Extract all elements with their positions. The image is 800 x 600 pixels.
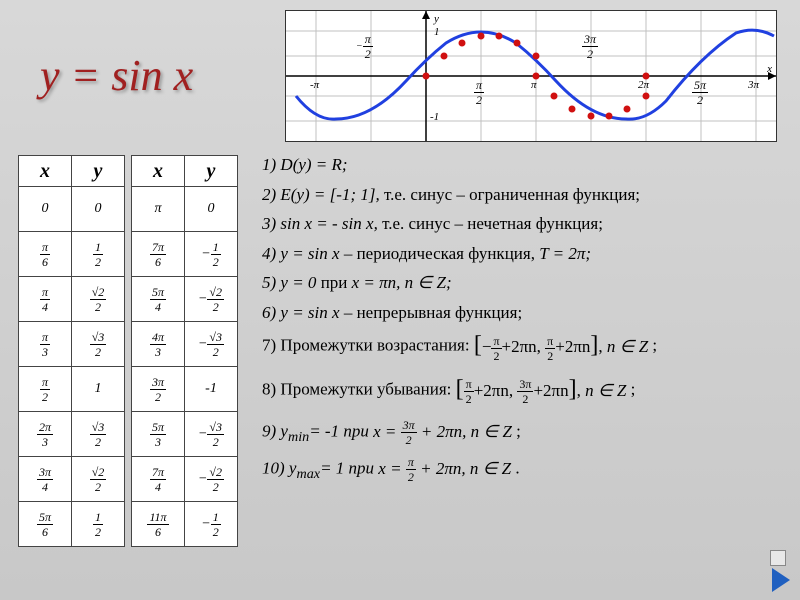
- table-cell: -1: [185, 367, 238, 412]
- prop-7: 7) Промежутки возрастания:: [262, 336, 470, 355]
- table-cell: 5π4: [132, 277, 185, 322]
- xtick-pi: π: [531, 79, 537, 91]
- prop-5a: 5) y = 0: [262, 273, 321, 292]
- xtick-negpi2: −π2: [356, 33, 373, 60]
- table-cell: −√22: [185, 277, 238, 322]
- xtick-3pi2: 3π2: [582, 33, 598, 60]
- nav-next-icon[interactable]: [772, 568, 790, 592]
- table-row: 00: [19, 187, 125, 232]
- prop-9expr: x = 3π2 + 2πn, n ∈ Z: [373, 422, 512, 441]
- prop-4a: 4) y = sin x –: [262, 244, 357, 263]
- prop-6a: 6) y = sin x –: [262, 303, 357, 322]
- tick-1: 1: [434, 26, 440, 38]
- th-y: y: [185, 156, 238, 187]
- table-cell: π4: [19, 277, 72, 322]
- x-axis-label: x: [767, 63, 772, 75]
- table-row: π0: [132, 187, 238, 232]
- nav-home-icon[interactable]: [770, 550, 786, 566]
- table-cell: 1: [72, 367, 125, 412]
- xtick-2pi: 2π: [638, 79, 649, 91]
- xtick-pi2: π2: [474, 79, 484, 106]
- tick-neg1: -1: [430, 111, 439, 123]
- properties-list: 1) D(y) = R; 2) E(y) = [-1; 1], т.е. син…: [262, 155, 787, 493]
- table-cell: 3π2: [132, 367, 185, 412]
- table-cell: 5π3: [132, 412, 185, 457]
- y-axis-label: y: [434, 13, 439, 25]
- table-row: 5π4−√22: [132, 277, 238, 322]
- table-cell: −12: [185, 232, 238, 277]
- table-row: 3π4√22: [19, 457, 125, 502]
- values-table-2: x y π07π6−125π4−√224π3−√323π2-15π3−√327π…: [131, 155, 238, 547]
- table-cell: √32: [72, 412, 125, 457]
- table-row: 5π612: [19, 502, 125, 547]
- table-cell: √22: [72, 457, 125, 502]
- page-title: y = sin x: [40, 50, 193, 101]
- prop-6b: непрерывная функция;: [357, 303, 523, 322]
- table-cell: −√22: [185, 457, 238, 502]
- prop-10a: 10) y: [262, 459, 296, 478]
- table-row: π612: [19, 232, 125, 277]
- table-cell: 3π4: [19, 457, 72, 502]
- table-cell: 0: [185, 187, 238, 232]
- table-cell: 2π3: [19, 412, 72, 457]
- sine-graph: y x 1 -1 -π −π2 π2 π 3π2 2π 5π2 3π: [285, 10, 777, 142]
- table-row: π4√22: [19, 277, 125, 322]
- table-cell: −12: [185, 502, 238, 547]
- table-cell: 7π4: [132, 457, 185, 502]
- table-row: 3π2-1: [132, 367, 238, 412]
- xtick-5pi2: 5π2: [692, 79, 708, 106]
- table-cell: 4π3: [132, 322, 185, 367]
- table-row: 4π3−√32: [132, 322, 238, 367]
- prop-10b: = 1 при: [320, 459, 378, 478]
- prop-1: 1) D(y) = R;: [262, 155, 348, 174]
- prop-10sub: max: [296, 466, 320, 482]
- table-cell: 0: [19, 187, 72, 232]
- prop-3b: т.е. синус – нечетная функция;: [382, 214, 603, 233]
- prop-2a: 2) E(y) = [-1; 1],: [262, 185, 384, 204]
- th-x: x: [19, 156, 72, 187]
- prop-8: 8) Промежутки убывания:: [262, 380, 451, 399]
- table-cell: 12: [72, 502, 125, 547]
- interval-8: [π2+2πn, 3π2+2πn], n ∈ Z: [456, 376, 627, 406]
- prop-9b: = -1 при: [309, 422, 373, 441]
- prop-2b: т.е. синус – ограниченная функция;: [384, 185, 640, 204]
- prop-9a: 9) y: [262, 422, 288, 441]
- table-cell: π6: [19, 232, 72, 277]
- values-table-1: x y 00π612π4√22π3√32π212π3√323π4√225π612: [18, 155, 125, 547]
- table-cell: 7π6: [132, 232, 185, 277]
- table-row: 2π3√32: [19, 412, 125, 457]
- table-row: 5π3−√32: [132, 412, 238, 457]
- th-x: x: [132, 156, 185, 187]
- xtick-negpi: -π: [310, 79, 319, 91]
- table-row: 7π6−12: [132, 232, 238, 277]
- table-row: π3√32: [19, 322, 125, 367]
- table-row: π21: [19, 367, 125, 412]
- table-cell: 0: [72, 187, 125, 232]
- table-cell: 5π6: [19, 502, 72, 547]
- prop-5b: при: [321, 273, 352, 292]
- prop-9sub: min: [288, 429, 309, 445]
- table-cell: π3: [19, 322, 72, 367]
- prop-5c: x = πn, n ∈ Z;: [352, 273, 452, 292]
- prop-10expr: x = π2 + 2πn, n ∈ Z: [378, 459, 511, 478]
- table-cell: √22: [72, 277, 125, 322]
- table-cell: −√32: [185, 322, 238, 367]
- table-row: 11π6−12: [132, 502, 238, 547]
- table-cell: π: [132, 187, 185, 232]
- table-cell: 12: [72, 232, 125, 277]
- th-y: y: [72, 156, 125, 187]
- prop-4c: T = 2π;: [539, 244, 591, 263]
- prop-3a: 3) sin x = - sin x,: [262, 214, 382, 233]
- table-row: 7π4−√22: [132, 457, 238, 502]
- xtick-3pi: 3π: [748, 79, 759, 91]
- table-cell: 11π6: [132, 502, 185, 547]
- prop-4b: периодическая функция,: [357, 244, 540, 263]
- table-cell: √32: [72, 322, 125, 367]
- table-cell: −√32: [185, 412, 238, 457]
- interval-7: [−π2+2πn, π2+2πn], n ∈ Z: [474, 332, 648, 362]
- table-cell: π2: [19, 367, 72, 412]
